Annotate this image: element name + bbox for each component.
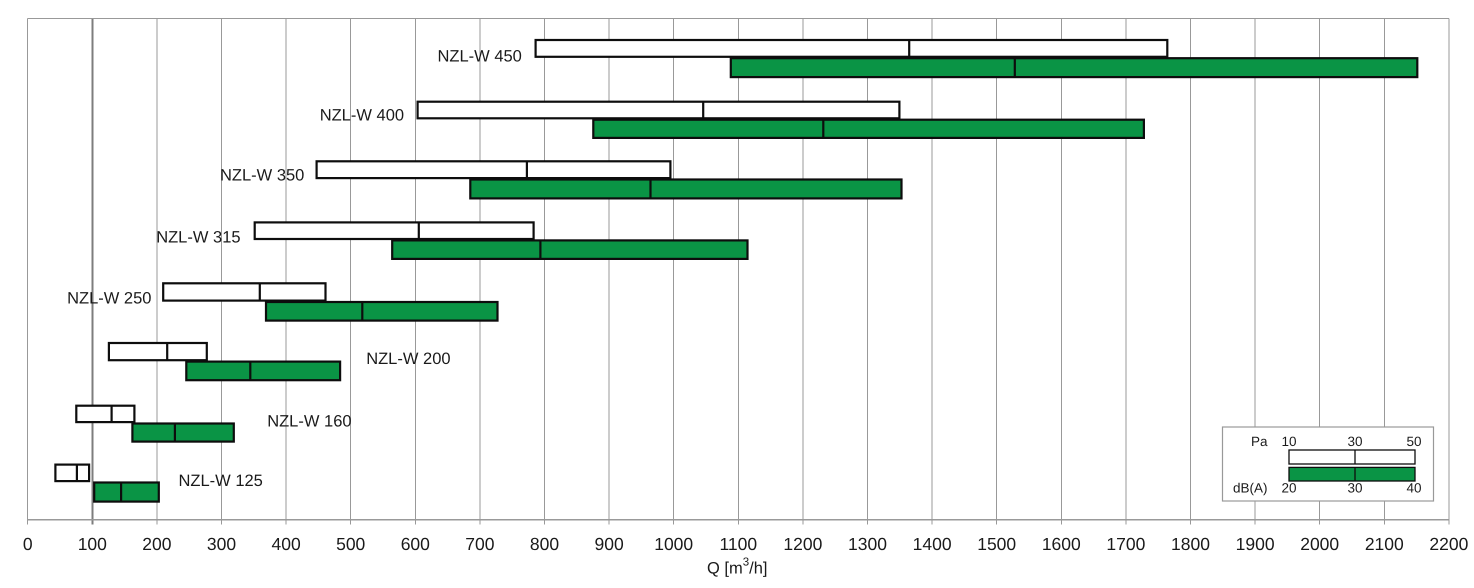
- svg-text:NZL-W 200: NZL-W 200: [366, 350, 450, 368]
- svg-text:dB(A): dB(A): [1233, 481, 1268, 496]
- svg-text:200: 200: [142, 534, 171, 554]
- svg-text:1300: 1300: [848, 534, 887, 554]
- svg-text:1600: 1600: [1042, 534, 1081, 554]
- svg-text:900: 900: [594, 534, 623, 554]
- svg-text:400: 400: [271, 534, 300, 554]
- svg-text:20: 20: [1281, 481, 1296, 496]
- svg-text:50: 50: [1406, 434, 1421, 449]
- svg-text:Q [m3/h]: Q [m3/h]: [707, 556, 768, 577]
- svg-text:700: 700: [465, 534, 494, 554]
- svg-text:1400: 1400: [913, 534, 952, 554]
- svg-text:NZL-W 315: NZL-W 315: [156, 229, 240, 247]
- svg-text:0: 0: [23, 534, 33, 554]
- svg-text:1200: 1200: [783, 534, 822, 554]
- svg-text:2100: 2100: [1365, 534, 1404, 554]
- svg-text:500: 500: [336, 534, 365, 554]
- svg-text:NZL-W 350: NZL-W 350: [220, 166, 304, 184]
- svg-text:800: 800: [530, 534, 559, 554]
- svg-text:300: 300: [207, 534, 236, 554]
- svg-text:NZL-W 160: NZL-W 160: [267, 413, 351, 431]
- svg-text:30: 30: [1347, 481, 1362, 496]
- svg-text:1800: 1800: [1171, 534, 1210, 554]
- svg-text:1100: 1100: [719, 534, 757, 554]
- svg-text:30: 30: [1347, 434, 1362, 449]
- svg-text:10: 10: [1281, 434, 1296, 449]
- svg-text:NZL-W 400: NZL-W 400: [320, 106, 404, 124]
- svg-text:NZL-W 450: NZL-W 450: [438, 47, 522, 65]
- svg-text:2200: 2200: [1429, 534, 1468, 554]
- svg-text:NZL-W 250: NZL-W 250: [67, 290, 151, 308]
- svg-text:Pa: Pa: [1251, 434, 1268, 449]
- svg-text:1500: 1500: [977, 534, 1016, 554]
- svg-text:1700: 1700: [1106, 534, 1145, 554]
- svg-text:40: 40: [1406, 481, 1421, 496]
- svg-text:1000: 1000: [654, 534, 693, 554]
- svg-text:NZL-W 125: NZL-W 125: [179, 472, 263, 490]
- svg-text:2000: 2000: [1300, 534, 1339, 554]
- svg-text:600: 600: [401, 534, 430, 554]
- svg-text:100: 100: [78, 534, 107, 554]
- svg-text:1900: 1900: [1236, 534, 1275, 554]
